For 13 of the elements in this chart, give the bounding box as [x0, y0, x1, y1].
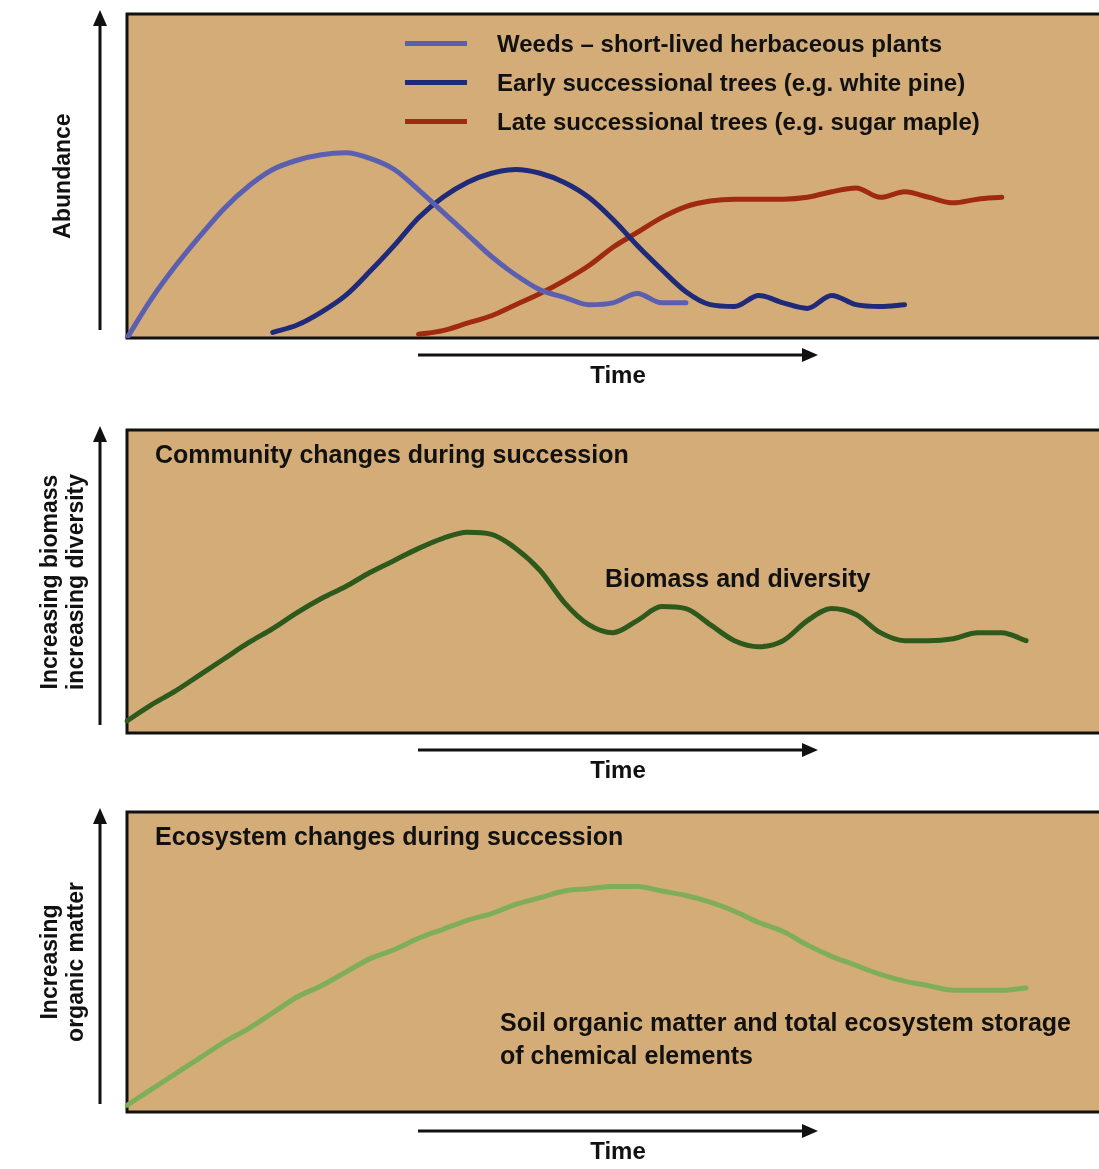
- chart-title: Community changes during succession: [155, 440, 629, 469]
- x-axis-title: Time: [589, 361, 647, 389]
- annotation: Soil organic matter and total ecosystem storage of chemical elements: [500, 1007, 1072, 1071]
- y-axis-title: Increasing biomass increasing diversity: [35, 472, 89, 692]
- annotation: Biomass and diversity: [605, 563, 872, 594]
- y-axis-title: Abundance: [48, 112, 76, 241]
- legend-label: Weeds – short-lived herbaceous plants: [497, 29, 943, 58]
- legend-label: Early successional trees (e.g. white pine): [497, 68, 966, 97]
- y-axis-title: Increasing organic matter: [35, 881, 89, 1044]
- x-axis-title: Time: [589, 1137, 647, 1165]
- chart-title: Ecosystem changes during succession: [155, 822, 624, 851]
- legend-label: Late successional trees (e.g. sugar maple): [497, 107, 980, 136]
- x-axis-title: Time: [589, 756, 647, 784]
